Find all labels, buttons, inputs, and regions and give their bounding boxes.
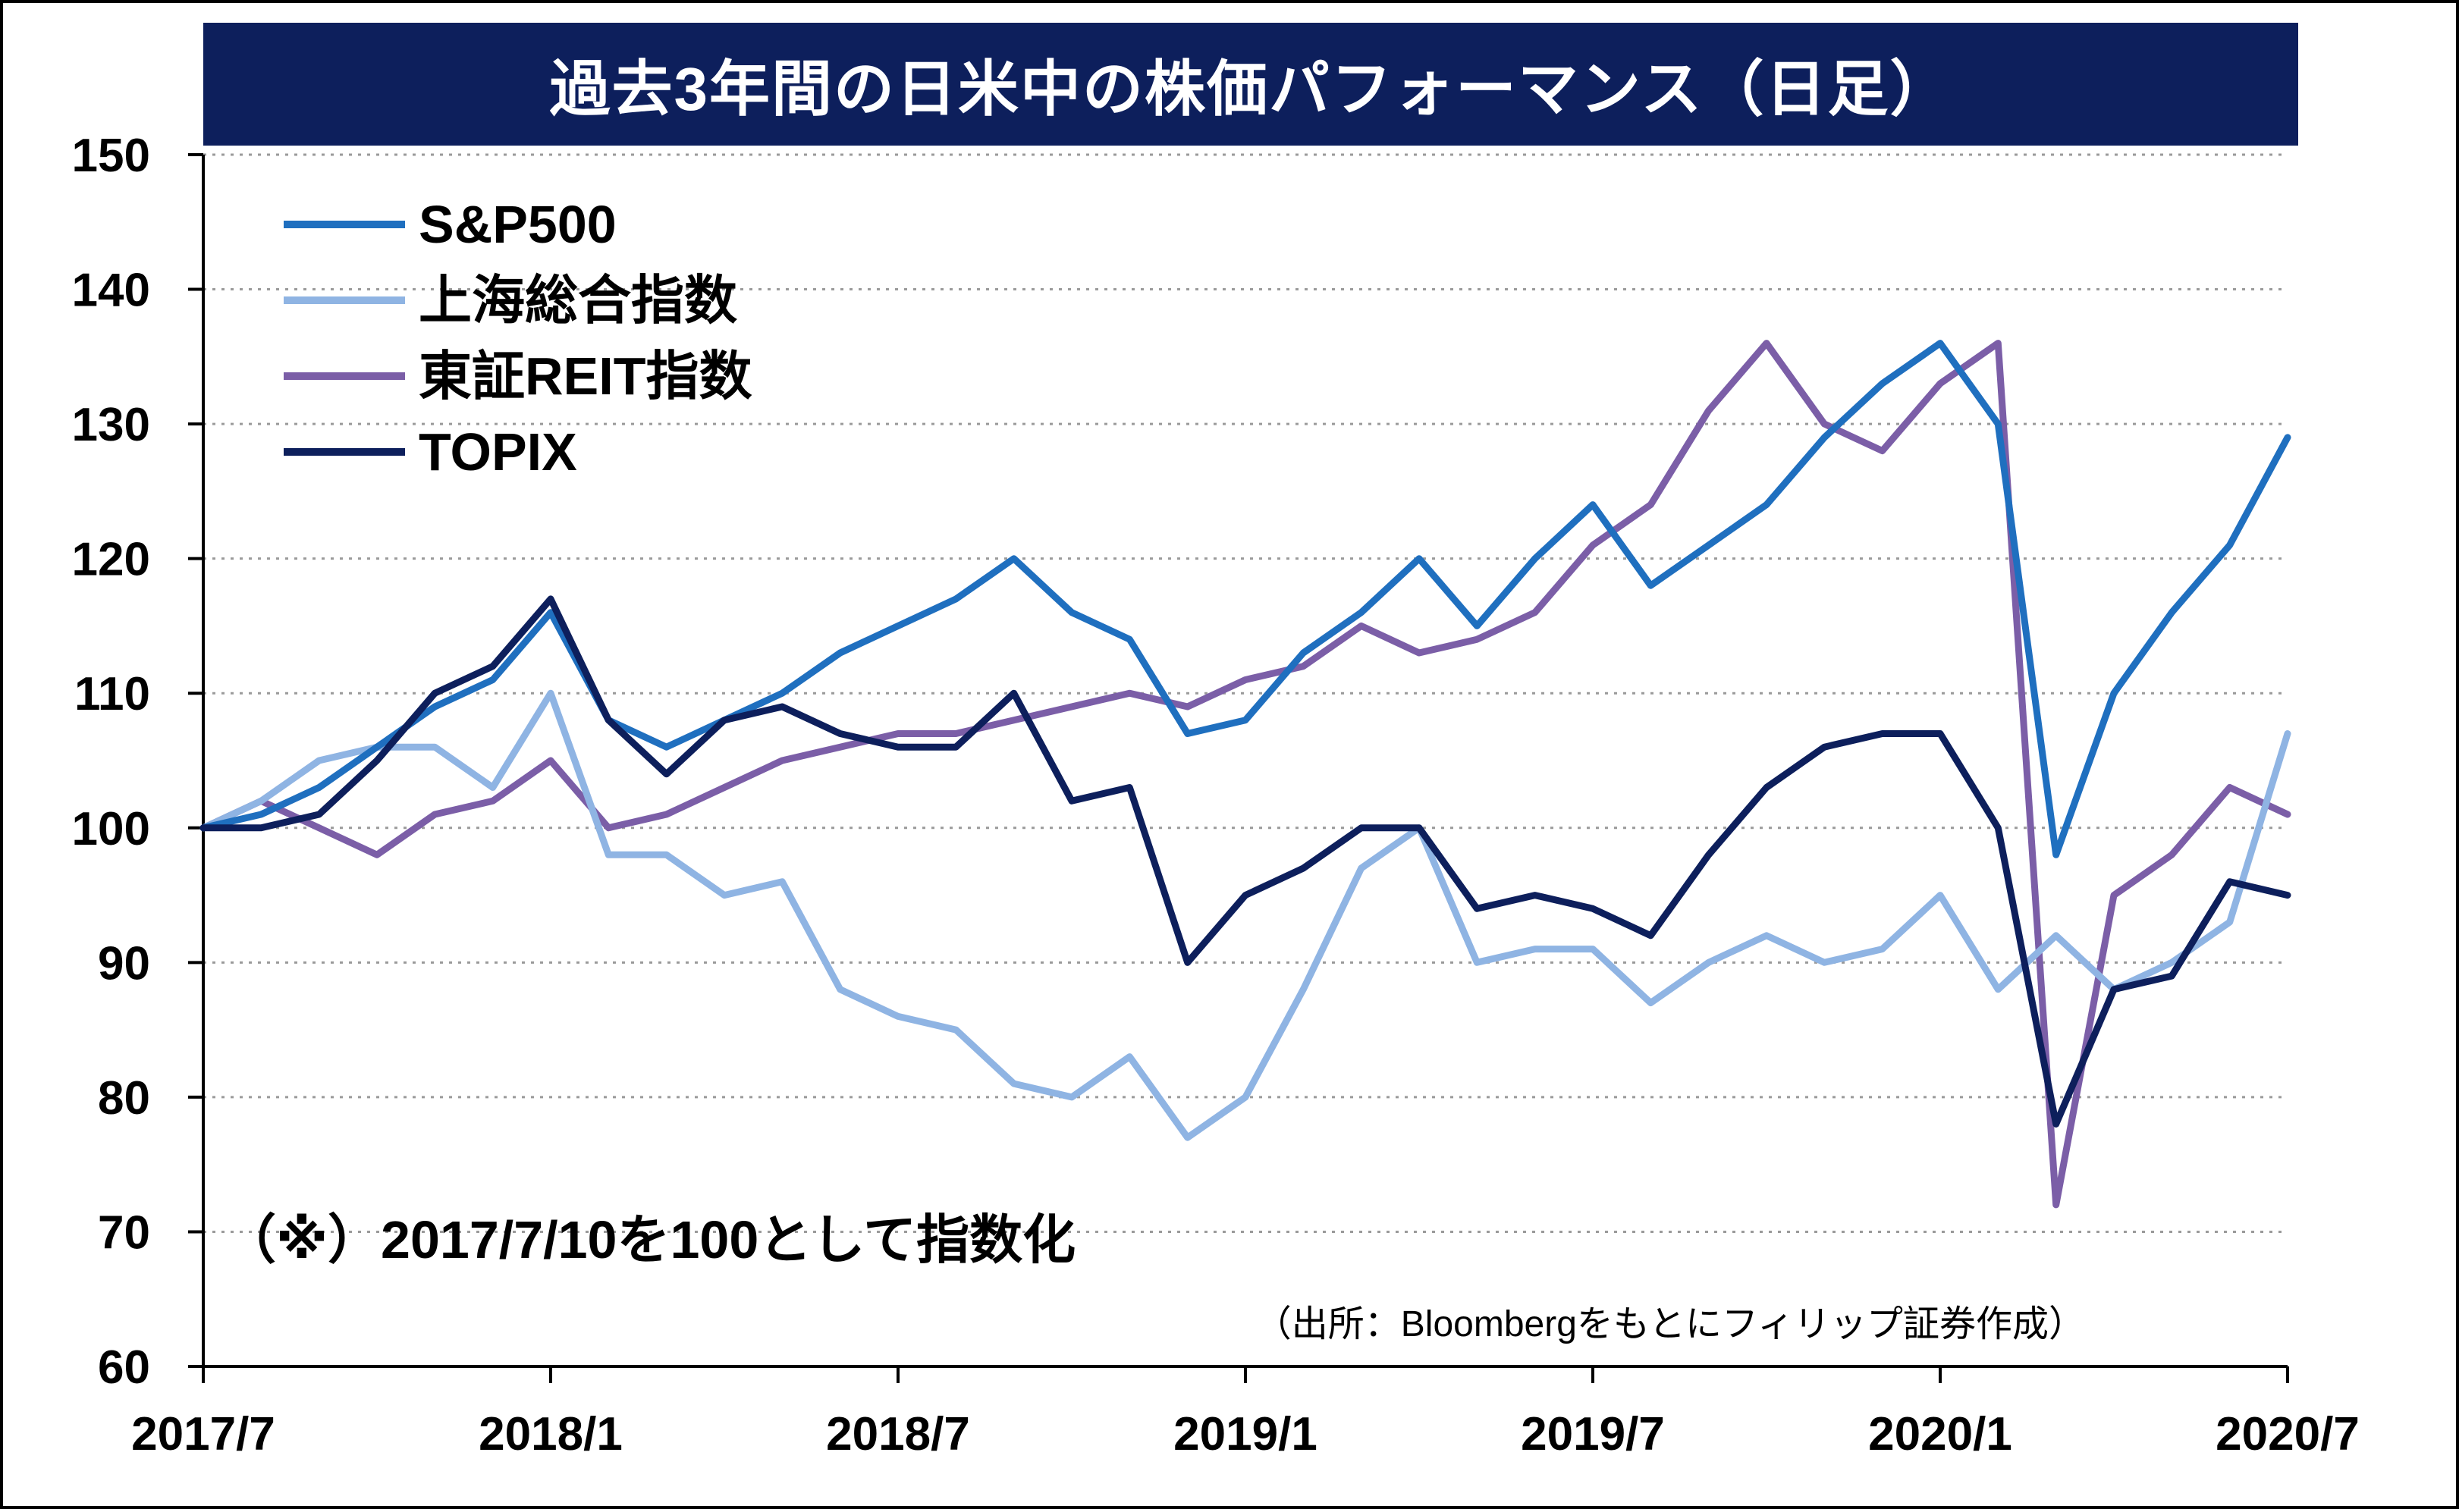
series-line-2 (199, 340, 2291, 1209)
chart-title: 過去3年間の日米中の株価パフォーマンス（日足） (549, 55, 1952, 123)
x-tick-label: 2018/7 (826, 1408, 970, 1460)
index-note: （※）2017/7/10を100として指数化 (223, 1210, 1076, 1269)
y-axis-ticks: 150 140 130 120 110 100 90 80 70 60 (72, 130, 150, 1394)
x-axis-ticks: 2017/7 2018/1 2018/7 2019/1 2019/7 2020/1 2020… (131, 1408, 2360, 1460)
axes-layer (188, 153, 2289, 1383)
y-tick-label: 60 (98, 1341, 150, 1394)
series-line-0 (199, 340, 2291, 858)
x-tick-label: 2020/7 (2216, 1408, 2360, 1460)
title-bar: 過去3年間の日米中の株価パフォーマンス（日足） (203, 23, 2298, 146)
x-tick-label: 2020/1 (1868, 1408, 2012, 1460)
y-tick-label: 100 (72, 803, 150, 855)
y-tick-label: 90 (98, 937, 150, 990)
legend-label: 上海総合指数 (419, 271, 737, 330)
x-tick-label: 2019/1 (1173, 1408, 1317, 1460)
x-tick-label: 2019/7 (1521, 1408, 1665, 1460)
y-tick-label: 110 (74, 668, 150, 720)
x-tick-label: 2017/7 (131, 1408, 275, 1460)
y-tick-label: 130 (72, 399, 150, 451)
x-tick-label: 2018/1 (479, 1408, 623, 1460)
source-note: （出所：Bloombergをもとにフィリップ証券作成） (1255, 1304, 2085, 1344)
series-line-3 (199, 595, 2291, 1128)
series-layer (199, 340, 2291, 1209)
series-line-1 (199, 689, 2291, 1141)
y-tick-label: 150 (72, 130, 150, 182)
legend-label: TOPIX (419, 422, 577, 482)
legend-label: S&P500 (419, 195, 617, 254)
y-tick-label: 70 (98, 1206, 150, 1259)
y-tick-label: 140 (72, 265, 150, 317)
legend-label: 東証REIT指数 (419, 347, 752, 406)
y-tick-label: 120 (72, 534, 150, 586)
y-tick-label: 80 (98, 1072, 150, 1125)
